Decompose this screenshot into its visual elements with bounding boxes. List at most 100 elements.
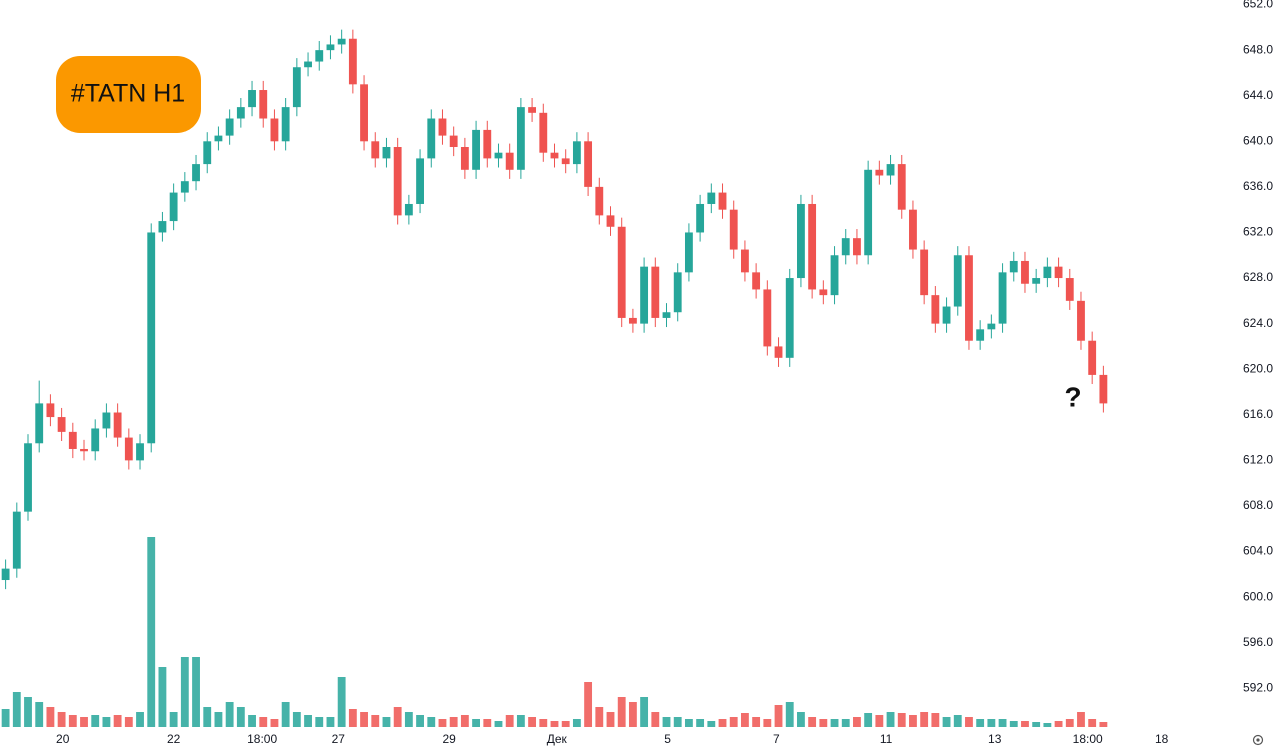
volume-bar bbox=[651, 712, 660, 727]
candle-body bbox=[102, 412, 111, 429]
volume-bar bbox=[987, 719, 996, 727]
candle-body bbox=[158, 221, 167, 233]
candle-body bbox=[281, 107, 290, 142]
y-tick-label: 636.0 bbox=[1243, 179, 1273, 193]
candle-body bbox=[360, 84, 368, 142]
volume-bar bbox=[897, 713, 906, 727]
volume-bar bbox=[91, 715, 100, 727]
candle-body bbox=[505, 152, 514, 170]
volume-bar bbox=[124, 717, 133, 727]
volume-bar bbox=[797, 712, 805, 727]
candle-body bbox=[830, 255, 839, 296]
x-tick-label: 29 bbox=[443, 732, 457, 746]
volume-bar bbox=[1088, 719, 1097, 727]
y-tick-label: 616.0 bbox=[1243, 407, 1273, 421]
volume-bar bbox=[785, 702, 794, 727]
settings-icon-dot[interactable] bbox=[1256, 738, 1260, 742]
y-tick-label: 652.0 bbox=[1243, 0, 1273, 11]
candle-body bbox=[449, 135, 458, 147]
volume-bar bbox=[853, 717, 861, 727]
candle-body bbox=[953, 255, 962, 307]
y-tick-label: 612.0 bbox=[1243, 453, 1273, 467]
candle-body bbox=[326, 44, 335, 51]
candle-body bbox=[942, 306, 951, 324]
volume-bar bbox=[1099, 722, 1108, 727]
candle-body bbox=[785, 278, 794, 358]
candle-body bbox=[965, 255, 973, 341]
candle-body bbox=[998, 272, 1007, 324]
candle-body bbox=[259, 90, 268, 119]
volume-bar bbox=[662, 717, 671, 727]
volume-bar bbox=[707, 721, 716, 727]
settings-icon[interactable] bbox=[1252, 734, 1264, 746]
candle-body bbox=[572, 141, 581, 165]
volume-bar bbox=[584, 682, 593, 727]
candle-body bbox=[46, 403, 55, 418]
volume-bar bbox=[931, 713, 940, 727]
candle-body bbox=[640, 266, 649, 324]
candle-body bbox=[80, 448, 88, 452]
volume-bar bbox=[203, 707, 212, 727]
volume-bar bbox=[1054, 721, 1063, 727]
candle-body bbox=[382, 147, 391, 159]
candle-body bbox=[1054, 266, 1063, 279]
volume-bar bbox=[281, 702, 290, 727]
candle-body bbox=[628, 317, 637, 324]
candle-body bbox=[528, 107, 537, 113]
volume-bar bbox=[80, 717, 88, 727]
candle-body bbox=[931, 295, 940, 324]
volume-bar bbox=[68, 715, 77, 727]
candle-body bbox=[483, 129, 492, 159]
volume-bar bbox=[248, 715, 256, 727]
candle-body bbox=[673, 272, 682, 313]
volume-bar bbox=[180, 657, 189, 727]
volume-bar bbox=[113, 715, 122, 727]
volume-bar bbox=[326, 717, 335, 727]
volume-bar bbox=[214, 712, 223, 727]
candle-body bbox=[460, 147, 469, 170]
settings-icon-ring[interactable] bbox=[1252, 734, 1264, 746]
candle-body bbox=[1009, 260, 1018, 273]
candle-body bbox=[236, 107, 245, 119]
volume-bar bbox=[1021, 721, 1029, 727]
candle-body bbox=[797, 203, 805, 279]
candle-body bbox=[987, 323, 996, 330]
volume-bar bbox=[292, 712, 301, 727]
y-tick-label: 604.0 bbox=[1243, 544, 1273, 558]
candle-body bbox=[304, 61, 312, 68]
volume-bar bbox=[505, 715, 514, 727]
volume-bar bbox=[841, 719, 850, 727]
candle-body bbox=[472, 129, 480, 170]
volume-bar bbox=[270, 719, 279, 727]
candle-body bbox=[225, 118, 234, 136]
candle-body bbox=[348, 38, 357, 85]
volume-bar bbox=[192, 657, 200, 727]
volume-bar bbox=[348, 709, 357, 727]
volume-bar bbox=[864, 713, 873, 727]
y-tick-label: 608.0 bbox=[1243, 498, 1273, 512]
candle-body bbox=[808, 203, 817, 290]
volume-bar bbox=[528, 717, 537, 727]
volume-bar bbox=[57, 712, 66, 727]
candle-body bbox=[819, 289, 828, 296]
volume-bar bbox=[102, 717, 111, 727]
candle-body bbox=[584, 141, 593, 187]
volume-bar bbox=[259, 717, 268, 727]
volume-bar bbox=[169, 712, 178, 727]
volume-bar bbox=[472, 719, 480, 727]
volume-bar bbox=[1077, 712, 1085, 727]
volume-bar bbox=[416, 715, 424, 727]
candle-body bbox=[438, 118, 447, 136]
volume-bar bbox=[684, 719, 693, 727]
volume-bar bbox=[875, 715, 884, 727]
volume-bar bbox=[920, 712, 929, 727]
volume-bar bbox=[1009, 721, 1018, 727]
candle-body bbox=[684, 232, 693, 273]
candle-body bbox=[976, 329, 985, 341]
candle-body bbox=[57, 417, 66, 432]
candle-body bbox=[427, 118, 436, 159]
candle-body bbox=[203, 141, 212, 165]
x-tick-label: 7 bbox=[773, 732, 780, 746]
candle-body bbox=[864, 169, 873, 256]
